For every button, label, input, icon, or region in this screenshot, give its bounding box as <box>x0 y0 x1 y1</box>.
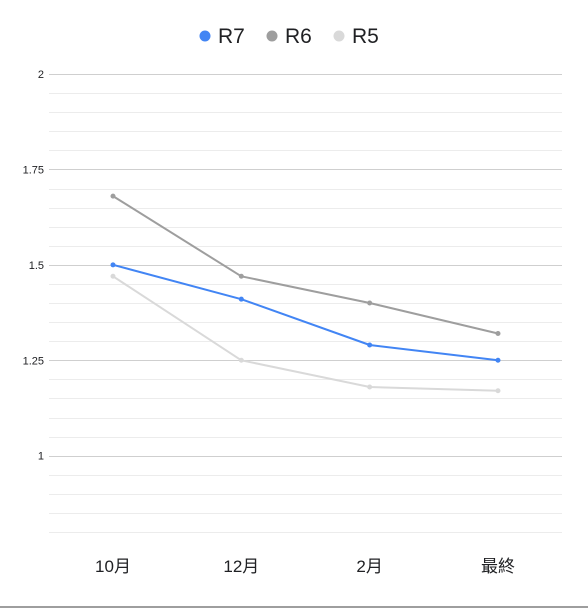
x-tick-label: 2月 <box>356 557 382 576</box>
bottom-divider <box>0 606 588 608</box>
legend-item-r6[interactable]: R6 <box>266 25 312 48</box>
x-axis-ticks: 10月 12月 2月 最終 <box>95 557 515 576</box>
data-point <box>110 273 116 279</box>
series-r6 <box>110 193 501 337</box>
legend-item-r7[interactable]: R7 <box>199 25 245 48</box>
x-tick-label: 12月 <box>223 557 259 576</box>
legend-item-r5[interactable]: R5 <box>333 25 379 48</box>
data-point <box>238 357 244 363</box>
series-r7 <box>110 262 501 363</box>
series-line <box>112 195 499 335</box>
data-point <box>367 300 373 306</box>
grid-lines <box>49 74 562 533</box>
legend-label: R6 <box>285 25 312 48</box>
series-r5 <box>110 273 501 394</box>
data-point <box>367 342 373 348</box>
x-tick-label: 最終 <box>481 557 515 576</box>
data-point <box>110 262 116 268</box>
data-point <box>238 296 244 302</box>
data-point <box>238 273 244 279</box>
y-tick-label: 2 <box>38 69 44 81</box>
data-point <box>367 384 373 390</box>
y-tick-label: 1.5 <box>29 260 44 272</box>
legend-label: R7 <box>218 25 245 48</box>
data-point <box>110 193 116 199</box>
legend[interactable]: R7 R6 R5 <box>199 25 379 48</box>
series-line <box>112 263 499 362</box>
y-tick-label: 1.75 <box>23 164 44 176</box>
y-tick-label: 1.25 <box>23 355 44 367</box>
data-point <box>495 388 501 394</box>
y-axis-ticks: 1 1.25 1.5 1.75 2 <box>23 69 44 463</box>
data-point <box>495 357 501 363</box>
y-tick-label: 1 <box>38 451 44 463</box>
series-line <box>112 275 499 392</box>
data-point <box>495 331 501 337</box>
legend-swatch <box>199 30 211 42</box>
legend-label: R5 <box>352 25 379 48</box>
x-tick-label: 10月 <box>95 557 131 576</box>
legend-swatch <box>266 30 278 42</box>
legend-swatch <box>333 30 345 42</box>
series-lines <box>110 193 501 394</box>
